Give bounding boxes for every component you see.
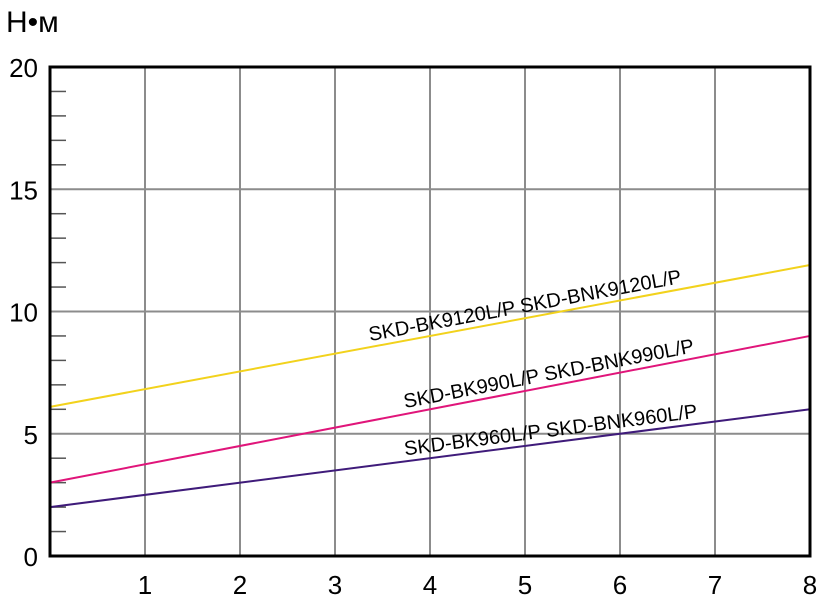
plot-frame [48, 65, 812, 558]
grid [50, 67, 811, 556]
y-tick-label: 10 [9, 298, 38, 328]
series-label: SKD-BK960L/P SKD-BNK960L/P [403, 401, 699, 461]
x-tick-labels: 1 2 3 4 5 6 7 8 [138, 570, 817, 600]
x-tick-label: 8 [803, 570, 817, 600]
y-axis-unit-label: Н•м [6, 6, 59, 39]
y-tick-label: 20 [9, 53, 38, 83]
y-tick-label: 5 [24, 420, 38, 450]
y-tick-labels: 0 5 10 15 20 [9, 53, 38, 572]
series-lines [49, 264, 811, 509]
x-tick-label: 3 [328, 570, 342, 600]
x-tick-label: 1 [138, 570, 152, 600]
y-minor-ticks [50, 90, 66, 533]
series-line [49, 334, 811, 484]
series-label: SKD-BK990L/P SKD-BNK990L/P [402, 335, 696, 413]
x-tick-label: 2 [233, 570, 247, 600]
x-tick-label: 5 [518, 570, 532, 600]
series-line [49, 408, 811, 509]
x-tick-label: 6 [613, 570, 627, 600]
x-tick-label: 4 [423, 570, 437, 600]
y-tick-label: 15 [9, 175, 38, 205]
x-tick-label: 7 [708, 570, 722, 600]
y-tick-label: 0 [24, 542, 38, 572]
series-line [49, 264, 811, 408]
